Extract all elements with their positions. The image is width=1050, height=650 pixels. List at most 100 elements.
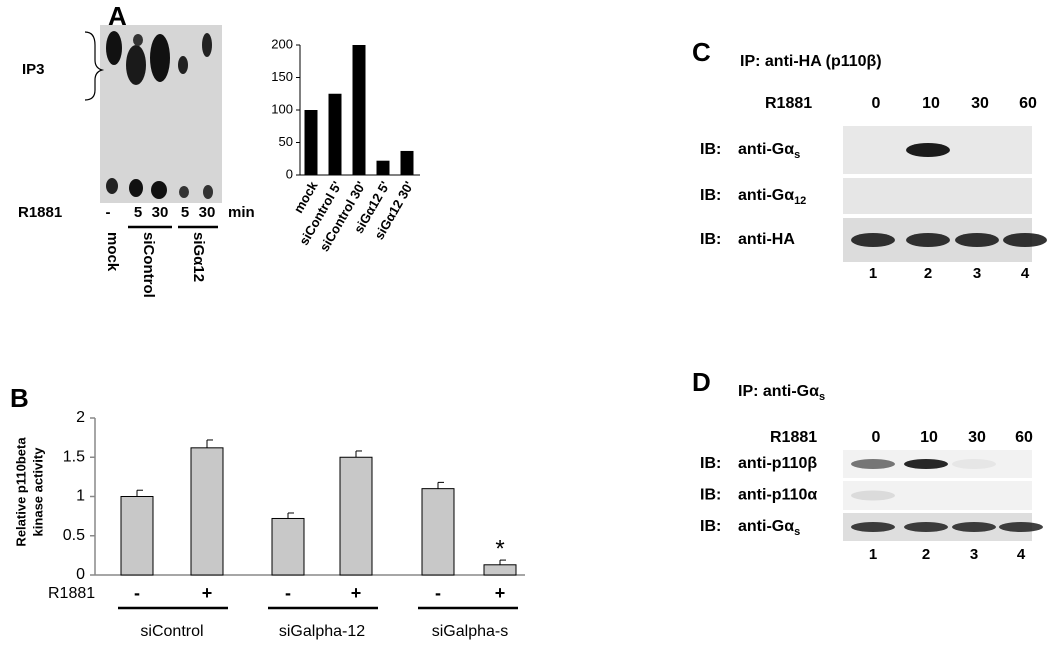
band [952,522,996,532]
y-axis-label: Relative p110beta [13,437,28,547]
panel-label: A [108,1,127,31]
row-label-text: anti-p110β [738,455,817,472]
row-prefix: IB: [700,187,721,204]
band [955,233,999,247]
x-tick-label: - [435,583,441,603]
blot-title-text: IP: anti-Gα [738,383,819,400]
x-tick-label: + [495,583,506,603]
band [906,233,950,247]
band [851,459,895,469]
row-label-text: anti-Gα [738,141,794,158]
y-tick-label: 0.5 [63,527,85,544]
row-label: R1881 [48,585,95,602]
bar [421,488,455,576]
x-tick-label: + [351,583,362,603]
lane-label: 0 [872,429,881,446]
band [851,522,895,532]
group-label: siControl [140,623,203,640]
ip3-label: IP3 [22,61,45,78]
row-prefix: IB: [700,487,721,504]
panel-label: B [10,383,29,413]
band [851,233,895,247]
bar [328,93,342,175]
y-tick-label: 0 [286,166,293,181]
x-tick-label: - [285,583,291,603]
lane-label: 5 [181,204,189,221]
treatment-label: R1881 [765,95,812,112]
x-tick-label: - [134,583,140,603]
panel-label: C [692,37,711,67]
lane-number: 3 [970,546,978,563]
blot-strip [843,481,1032,510]
annotation: * [495,535,504,562]
band [999,522,1043,532]
lane-number: 3 [973,265,981,282]
band [952,459,996,469]
lane-number: 1 [869,265,877,282]
lane-label: 30 [199,204,216,221]
row-prefix: IB: [700,141,721,158]
y-tick-label: 0 [76,566,85,583]
group-label: siGalpha-s [432,623,508,640]
lane-number: 1 [869,546,877,563]
row-prefix: IB: [700,455,721,472]
lane-label: 60 [1019,95,1037,112]
lane-label: 0 [872,95,881,112]
row-label: anti-p110α [738,487,817,504]
lane-label: 10 [920,429,938,446]
tlc-image [100,25,222,203]
band [906,143,950,157]
row-label-sub: s [794,526,800,538]
lane-label: - [106,204,111,221]
lane-label: 60 [1015,429,1033,446]
bar [483,564,517,576]
row-label: anti-Gαs [738,518,800,538]
row-label-text: anti-p110α [738,487,817,504]
row-label: anti-p110β [738,455,817,472]
bar [190,447,224,576]
band [904,459,948,469]
bar [339,456,373,576]
row-label-text: anti-HA [738,231,795,248]
row-prefix: IB: [700,518,721,535]
row-label: anti-HA [738,231,795,248]
unit-label: min [228,204,255,221]
y-tick-label: 200 [271,36,293,51]
y-tick-label: 150 [271,69,293,84]
row-label-sub: s [794,149,800,161]
band [904,522,948,532]
row-label: anti-Gα12 [738,187,806,207]
treatment-label: R1881 [18,204,62,221]
lane-label: 5 [134,204,142,221]
y-tick-label: 50 [279,134,293,149]
bar [304,110,318,175]
lane-number: 2 [922,546,930,563]
row-label-text: anti-Gα [738,518,794,535]
treatment-label: R1881 [770,429,817,446]
y-axis-label: kinase activity [30,447,45,537]
blot-title-text: IP: anti-HA (p110β) [740,53,882,70]
lane-label: 10 [922,95,940,112]
group-label: mock [104,232,121,272]
group-label: siControl [140,232,157,298]
bracket [84,31,105,101]
blot-title: IP: anti-Gαs [738,383,825,403]
lane-number: 2 [924,265,932,282]
lane-number: 4 [1021,265,1030,282]
x-tick-label: + [202,583,213,603]
row-label-text: anti-Gα [738,187,794,204]
bar [120,496,154,576]
y-tick-label: 1 [76,488,85,505]
panel-label: D [692,367,711,397]
bar [400,150,414,175]
group-label: siGalpha-12 [279,623,365,640]
bar [271,517,305,576]
y-tick-label: 2 [76,409,85,426]
band [1003,233,1047,247]
lane-label: 30 [971,95,989,112]
blot-title-sub: s [819,391,825,403]
blot-title: IP: anti-HA (p110β) [740,53,882,70]
group-label: siGα12 [190,232,207,282]
blot-strip [843,178,1032,214]
